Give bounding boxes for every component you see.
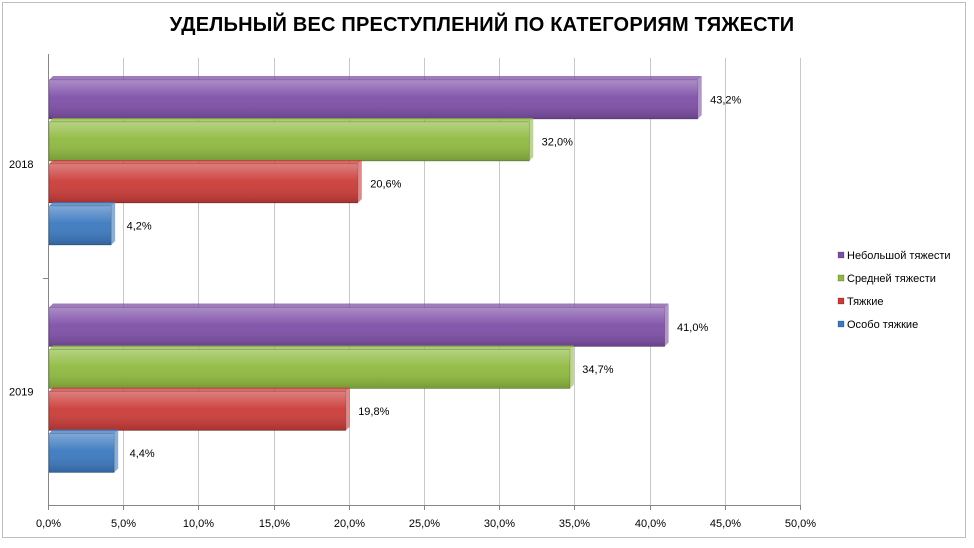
bar-end-face: [529, 118, 534, 161]
bar-shading: [49, 433, 115, 473]
chart-frame: [2, 2, 966, 538]
bar-shading: [49, 80, 698, 119]
bar-end-face: [697, 76, 702, 119]
legend-swatch: [837, 297, 845, 305]
data-labels: 43,2% 32,0% 20,6% 4,2% 41,0% 34,7% 19,8% 4,4%: [127, 95, 742, 461]
legend-swatch: [837, 274, 845, 282]
bar-shading: [49, 164, 358, 203]
bars: [48, 76, 702, 473]
legend-label: Средней тяжести: [847, 273, 936, 285]
bar-shading: [49, 122, 530, 161]
bar-end-face: [569, 345, 574, 389]
x-tick-label: 20,0%: [334, 518, 365, 530]
x-tick-label: 50,0%: [785, 518, 816, 530]
data-label: 20,6%: [370, 179, 401, 191]
legend: Небольшой тяжести Средней тяжести Тяжкие Ос…: [837, 250, 951, 331]
bar-end-face: [664, 303, 669, 347]
bar-end-face: [111, 202, 116, 245]
bar-end-face: [114, 429, 119, 473]
x-tick-label: 0,0%: [36, 518, 61, 530]
x-tick-label: 5,0%: [111, 518, 136, 530]
legend-swatch: [837, 251, 845, 259]
bar-shading: [49, 206, 112, 245]
bar-top-face: [49, 429, 119, 434]
bar-top-face: [49, 387, 350, 392]
data-label: 19,8%: [358, 406, 389, 418]
x-tick-label: 45,0%: [710, 518, 741, 530]
category-label: 2019: [9, 387, 33, 399]
data-label: 32,0%: [542, 137, 573, 149]
bar-end-face: [345, 387, 350, 431]
bar-shading: [49, 391, 346, 431]
data-label: 43,2%: [710, 95, 741, 107]
x-tick-label: 10,0%: [183, 518, 214, 530]
legend-label: Тяжкие: [847, 296, 884, 308]
data-label: 41,0%: [677, 322, 708, 334]
legend-label: Небольшой тяжести: [847, 250, 951, 262]
x-tick-label: 25,0%: [409, 518, 440, 530]
axes: 0,0% 5,0% 10,0% 15,0% 20,0% 25,0% 30,0% 35,0% 40…: [9, 54, 816, 530]
bar-top-face: [49, 345, 574, 350]
bar-shading: [49, 349, 570, 389]
bar-shading: [49, 307, 665, 347]
legend-swatch: [837, 320, 845, 328]
category-label: 2018: [9, 159, 33, 171]
data-label: 4,2%: [127, 221, 152, 233]
legend-label: Особо тяжкие: [847, 319, 918, 331]
x-tick-label: 40,0%: [635, 518, 666, 530]
bar-top-face: [49, 76, 702, 80]
bar-top-face: [49, 202, 116, 206]
data-label: 34,7%: [582, 364, 613, 376]
x-tick-label: 35,0%: [559, 518, 590, 530]
bar-top-face: [49, 303, 669, 308]
bar-end-face: [357, 160, 362, 203]
bar-top-face: [49, 160, 362, 164]
x-tick-label: 30,0%: [484, 518, 515, 530]
x-tick-label: 15,0%: [259, 518, 290, 530]
data-label: 4,4%: [130, 448, 155, 460]
bar-top-face: [49, 118, 534, 122]
chart-title: УДЕЛЬНЫЙ ВЕС ПРЕСТУПЛЕНИЙ ПО КАТЕГОРИЯМ …: [169, 14, 795, 36]
